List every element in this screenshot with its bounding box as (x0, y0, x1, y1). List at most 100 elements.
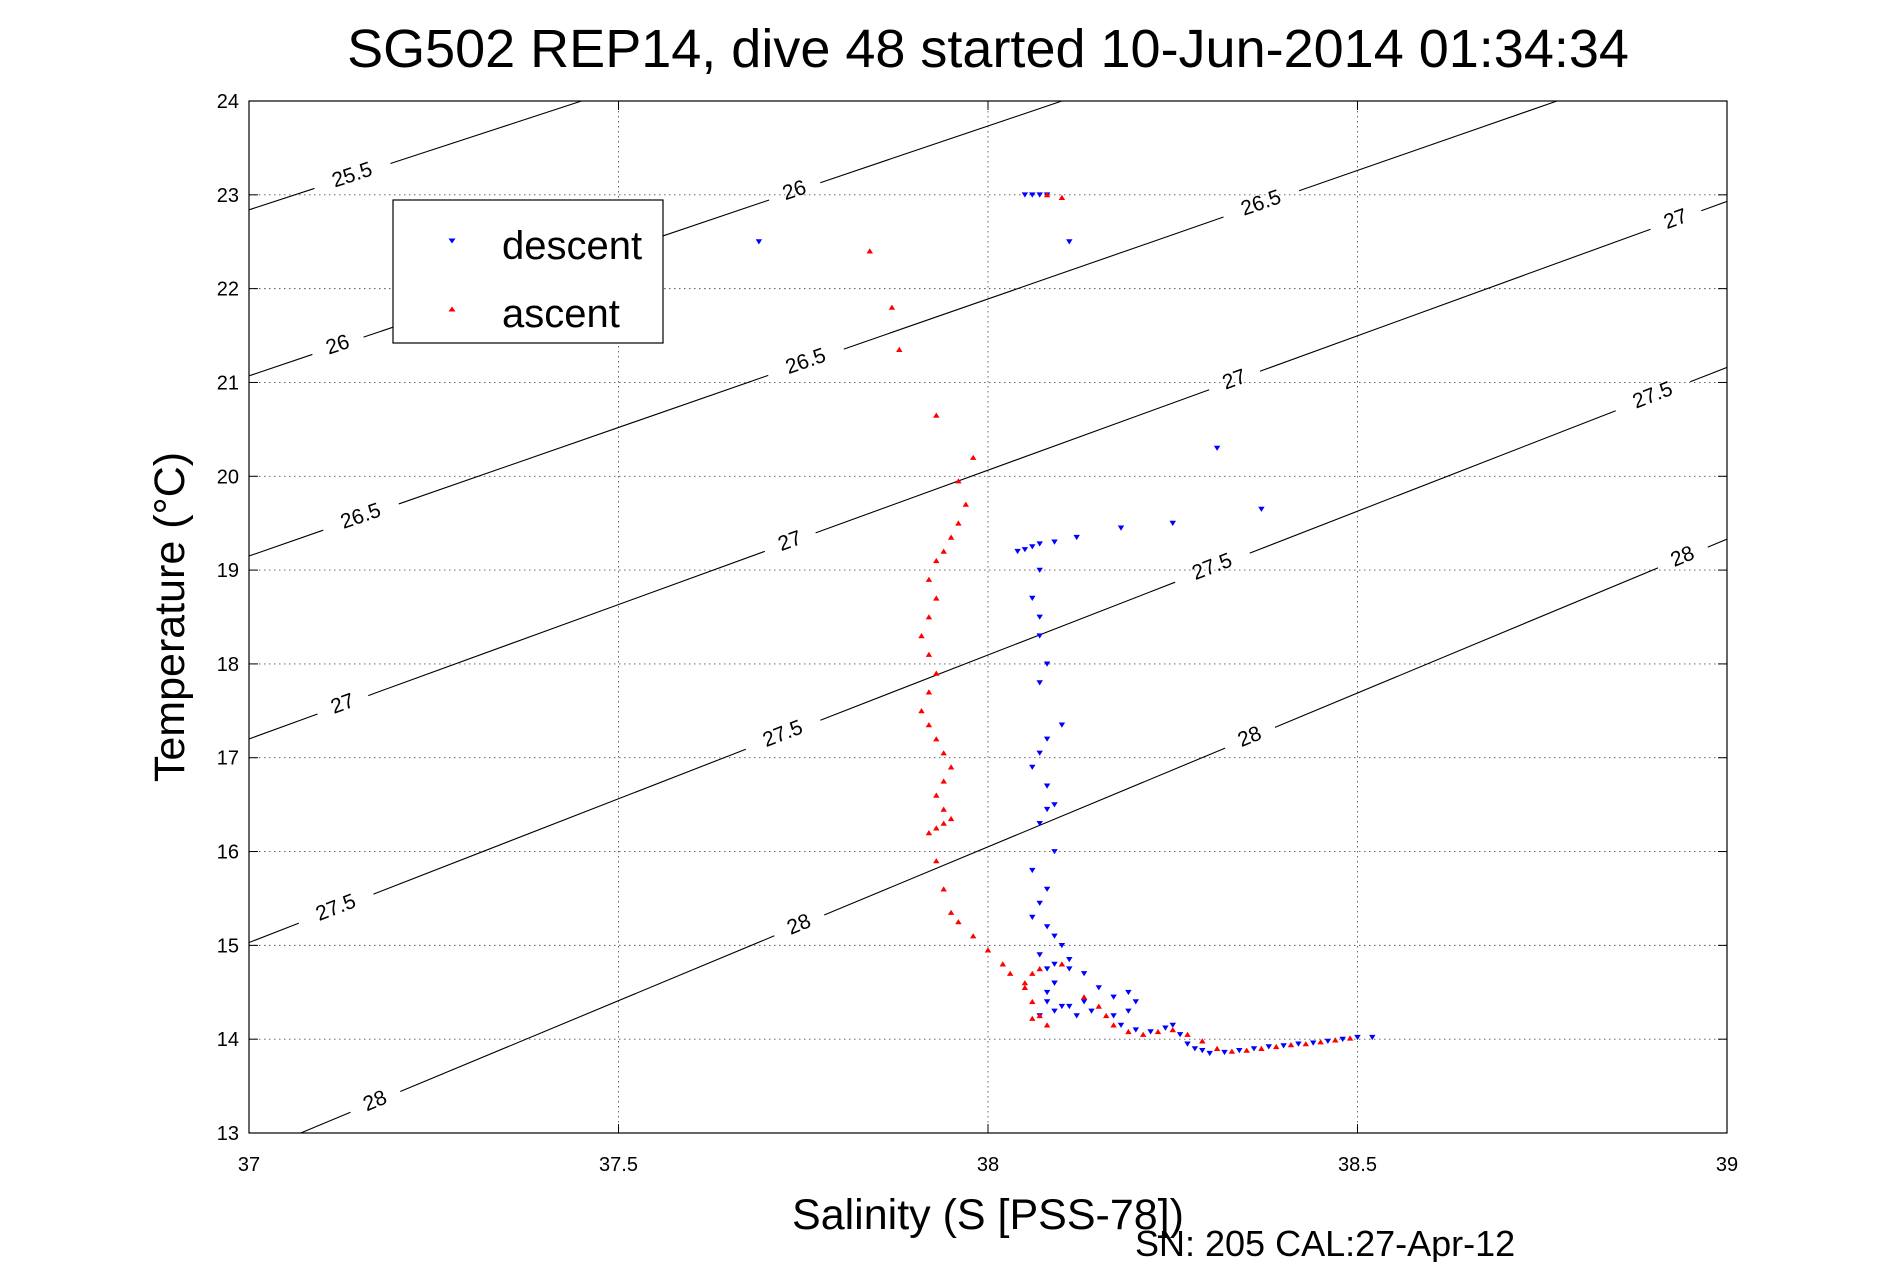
ascent-point (1043, 1022, 1051, 1028)
descent-point (1051, 961, 1058, 967)
isopycnal-line (368, 550, 766, 697)
isopycnal-line (400, 935, 775, 1093)
ascent-point (933, 557, 940, 564)
serial-calibration-footer: SN: 205 CAL:27-Apr-12 (1135, 1223, 1515, 1262)
descent-point (1066, 966, 1073, 972)
ascent-point (933, 858, 940, 864)
ascent-point (1169, 1027, 1176, 1033)
isopycnal-line (1701, 200, 1727, 212)
descent-point (1036, 567, 1043, 573)
y-tick-label: 23 (217, 185, 239, 207)
ascent-point (925, 722, 933, 728)
ascent-point (933, 825, 940, 831)
descent-point (1073, 534, 1080, 541)
ascent-point (1021, 984, 1029, 990)
ascent-point (1140, 1031, 1147, 1037)
ascent-point (947, 764, 955, 770)
descent-point (1043, 999, 1051, 1005)
legend-descent-marker (448, 238, 456, 244)
ascent-point (999, 961, 1006, 967)
descent-point (1169, 520, 1176, 526)
descent-point (1043, 886, 1051, 892)
ascent-point (1007, 970, 1014, 976)
y-axis-label: Temperature (°C) (146, 452, 194, 782)
ascent-point (940, 548, 947, 554)
y-tick-label: 18 (217, 654, 239, 676)
ascent-point (933, 792, 940, 798)
ascent-point (1317, 1039, 1324, 1045)
y-tick-label: 14 (217, 1029, 239, 1051)
descent-point (1213, 445, 1221, 451)
descent-point (1029, 192, 1036, 198)
descent-point (1043, 736, 1051, 742)
descent-point (1036, 680, 1043, 686)
isopycnal-line (398, 374, 769, 505)
descent-point (1132, 999, 1139, 1005)
descent-point (1169, 1022, 1176, 1028)
descent-point (1021, 192, 1029, 198)
ascent-point (984, 947, 992, 953)
ascent-point (925, 689, 933, 695)
y-tick-label: 17 (217, 748, 239, 770)
descent-point (1051, 539, 1058, 545)
ascent-point (918, 708, 925, 714)
descent-point (1221, 1049, 1228, 1056)
x-tick-label: 37 (238, 1154, 260, 1176)
isopycnal-line (820, 581, 1176, 721)
descent-point (1036, 541, 1043, 547)
descent-point (1073, 1013, 1080, 1019)
descent-point (1029, 595, 1036, 601)
descent-point (1324, 1038, 1332, 1044)
descent-point (1125, 1008, 1132, 1014)
ascent-point (970, 933, 977, 939)
x-tick-label: 37.5 (599, 1154, 638, 1176)
isopycnal-line (249, 529, 324, 557)
ascent-point (947, 534, 955, 540)
descent-point (1036, 900, 1043, 906)
descent-point (1206, 1050, 1213, 1057)
isopycnal-line (1707, 538, 1727, 548)
ascent-point (933, 412, 940, 418)
descent-point (1132, 1027, 1139, 1033)
ascent-point (940, 778, 947, 784)
ascent-point (940, 820, 947, 826)
ascent-point (1110, 1022, 1117, 1028)
descent-point (1043, 989, 1051, 996)
descent-point (1043, 806, 1051, 813)
ascent-point (933, 736, 940, 742)
descent-point (1066, 1003, 1073, 1010)
descent-point (1043, 783, 1051, 789)
descent-point (1029, 867, 1036, 874)
y-tick-label: 13 (217, 1123, 239, 1145)
descent-point (1110, 994, 1117, 1000)
isopycnal-line (249, 713, 318, 740)
descent-point (1014, 548, 1021, 555)
descent-point (1117, 1022, 1125, 1028)
y-tick-label: 20 (217, 466, 239, 488)
descent-point (1036, 821, 1043, 827)
legend-box (392, 199, 664, 344)
descent-point (755, 239, 763, 245)
ascent-point (1095, 1003, 1102, 1009)
descent-point (1036, 192, 1043, 198)
descent-point (1051, 849, 1058, 855)
isopycnal-line (300, 1111, 351, 1133)
ascent-point (888, 304, 896, 310)
ascent-point (947, 815, 955, 822)
y-tick-label: 22 (217, 279, 239, 301)
descent-point (1295, 1041, 1302, 1047)
ascent-point (896, 346, 903, 352)
y-tick-label: 19 (217, 560, 239, 582)
descent-point (1117, 525, 1125, 531)
descent-point (1051, 933, 1058, 939)
descent-point (1066, 239, 1073, 245)
ascent-point (1243, 1047, 1250, 1053)
descent-point (1058, 722, 1066, 728)
descent-point (1058, 943, 1066, 949)
ascent-point (1036, 1012, 1043, 1019)
ascent-point (1184, 1031, 1191, 1037)
isopycnal-line (1690, 366, 1727, 383)
isopycnal-line (390, 101, 582, 165)
